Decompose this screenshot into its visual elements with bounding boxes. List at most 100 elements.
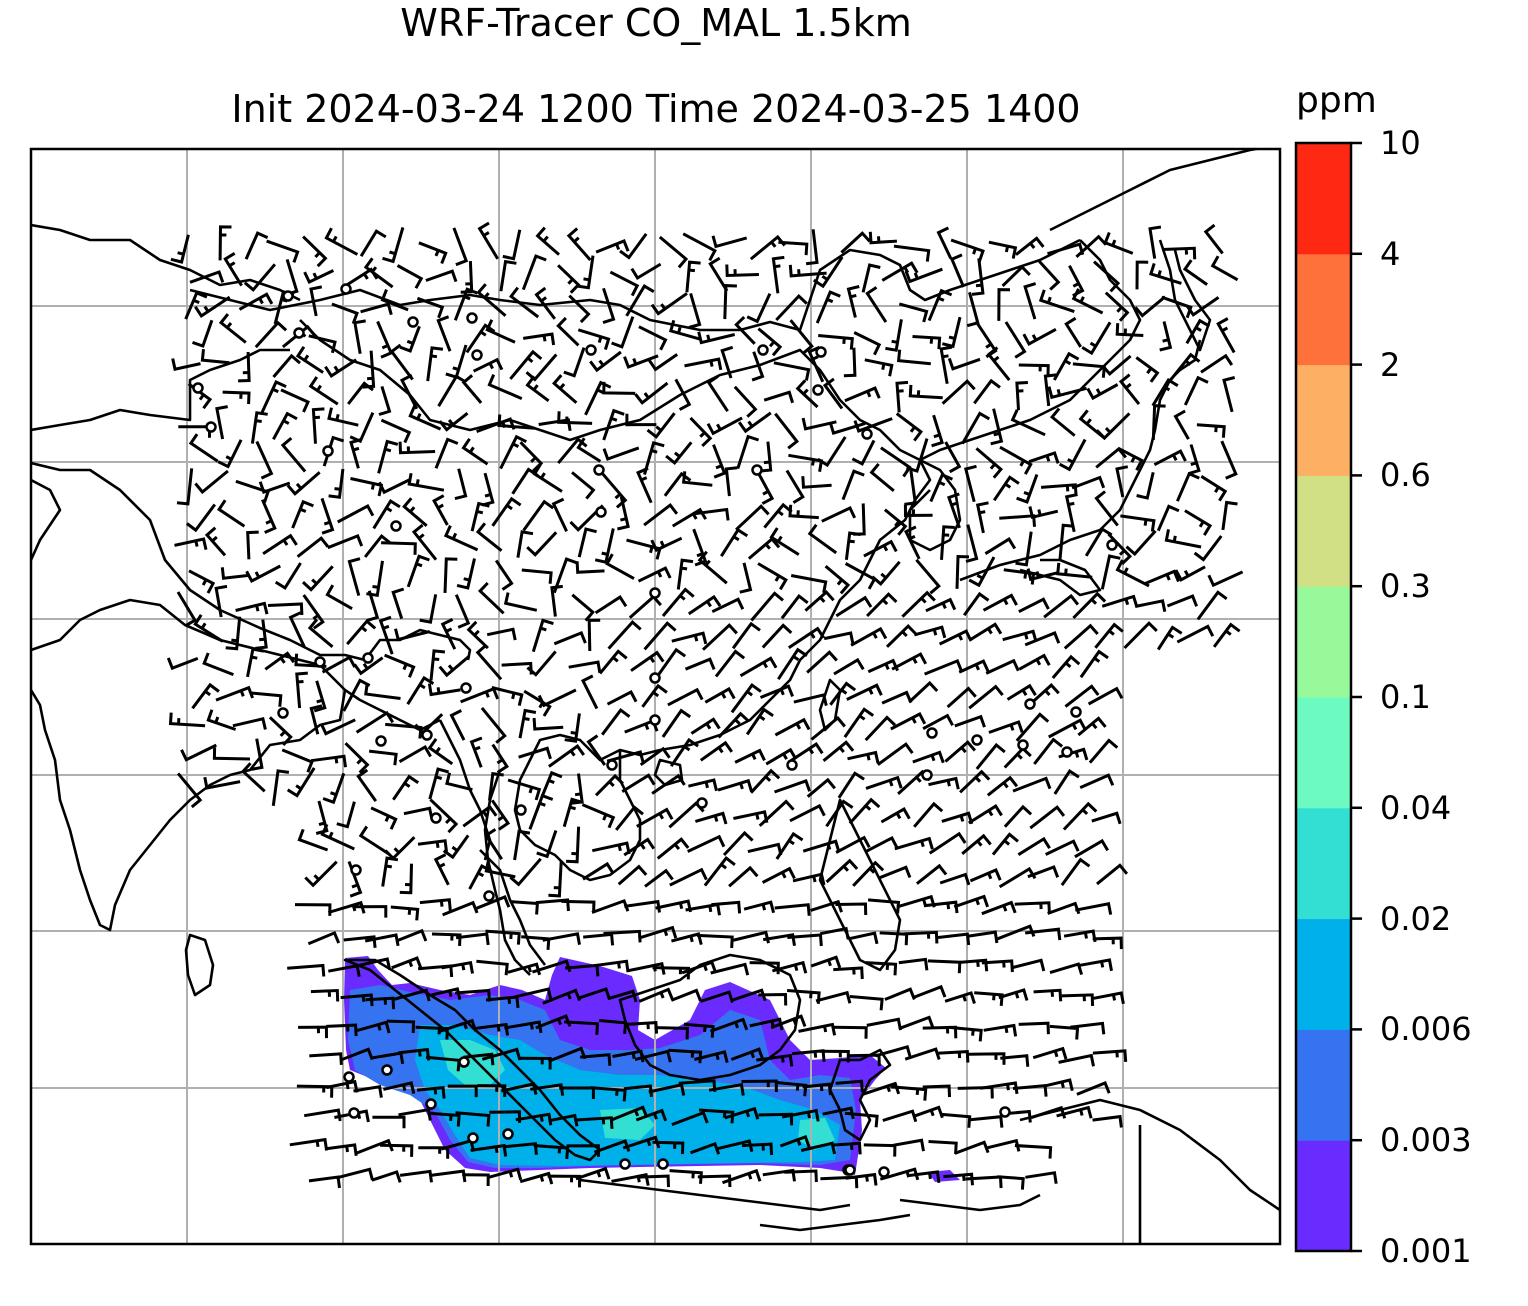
wind-barb <box>1002 629 1038 643</box>
wind-barb <box>947 357 981 371</box>
wind-barb <box>966 291 980 328</box>
wind-barb <box>1074 838 1109 859</box>
wind-barb <box>625 284 655 317</box>
wind-barb <box>605 553 635 580</box>
calm-wind-circle <box>1070 706 1082 718</box>
wind-barb <box>669 867 708 887</box>
wind-barb <box>261 499 277 534</box>
wind-barb <box>1075 902 1113 915</box>
calm-wind-circle <box>619 1158 631 1170</box>
wind-barb <box>674 378 692 411</box>
wind-barb <box>583 932 615 946</box>
wind-barb <box>685 260 701 293</box>
wind-barb <box>307 930 341 946</box>
wind-barb <box>1148 225 1162 259</box>
wind-barb <box>697 331 736 345</box>
wind-barb <box>654 1026 689 1040</box>
wind-barb <box>461 437 489 466</box>
wind-barb <box>864 715 897 742</box>
wind-barb <box>484 828 503 861</box>
wind-barb <box>488 772 504 801</box>
wind-barb <box>852 860 885 887</box>
wind-barb <box>358 825 390 855</box>
wind-barb <box>503 1142 538 1155</box>
calm-wind-circle <box>926 727 938 739</box>
wind-barb <box>454 594 471 629</box>
map-title-line1: WRF-Tracer CO_MAL 1.5km <box>400 1 912 45</box>
wind-barb <box>1062 801 1098 831</box>
wind-barb <box>1220 440 1238 480</box>
wind-barb <box>915 863 948 885</box>
wind-barb <box>1015 236 1045 256</box>
wind-barb <box>881 690 913 705</box>
wind-barb <box>925 597 957 613</box>
wind-barb <box>1003 746 1032 769</box>
wind-barb <box>862 1081 901 1096</box>
wind-barb <box>1134 599 1167 612</box>
coastline-timor <box>759 1213 911 1232</box>
wind-barb <box>804 589 835 612</box>
wind-barb <box>223 252 243 287</box>
wind-barb <box>690 717 721 735</box>
colorbar-tick-label: 0.3 <box>1380 567 1431 606</box>
wind-barb <box>844 1111 879 1128</box>
wind-barb <box>568 294 591 324</box>
wind-barb <box>398 1107 432 1121</box>
wind-barb <box>303 269 335 285</box>
wind-barb <box>1169 352 1201 382</box>
wind-barb <box>1176 471 1200 502</box>
wind-barb <box>968 1052 1006 1065</box>
wind-barb <box>724 466 738 497</box>
wind-barb <box>968 684 1004 710</box>
wind-barb <box>863 1143 897 1157</box>
wind-barb <box>1024 631 1061 647</box>
wind-barb <box>720 527 749 558</box>
wind-barb <box>915 558 941 595</box>
coastline-arabian <box>31 478 62 561</box>
wind-barb <box>204 526 227 557</box>
wind-barb <box>1086 383 1119 401</box>
wind-barb <box>810 955 842 969</box>
wind-barb <box>429 798 459 834</box>
wind-barb <box>843 707 875 738</box>
wind-barb <box>757 327 783 357</box>
calm-wind-circle <box>467 1132 479 1144</box>
wind-barb <box>461 374 483 404</box>
calm-wind-circle <box>421 729 433 741</box>
wind-barb <box>823 631 855 645</box>
wind-barb <box>378 615 394 655</box>
wind-barb <box>469 736 483 768</box>
wind-barb <box>362 350 376 389</box>
wind-barb <box>481 1047 522 1061</box>
wind-barb <box>898 957 929 971</box>
coastline-lesser-sunda <box>899 1193 1041 1212</box>
wind-barb <box>170 234 190 264</box>
wind-barb <box>470 501 490 532</box>
wind-barb <box>772 960 808 974</box>
wind-barb <box>487 374 523 400</box>
calm-wind-circle <box>861 428 873 440</box>
calm-wind-circle <box>1106 539 1118 551</box>
wind-barb <box>975 742 1006 770</box>
coastline-india <box>31 598 347 932</box>
wind-barb <box>494 559 514 591</box>
wind-barb <box>343 935 377 948</box>
wind-barb <box>466 620 489 650</box>
wind-barb <box>1025 1171 1058 1184</box>
wind-barb <box>787 626 825 649</box>
wind-barb <box>846 683 883 701</box>
colorbar-segment <box>1296 697 1351 809</box>
wind-barb <box>758 992 788 1006</box>
wind-barb <box>929 472 953 503</box>
wind-barb <box>1018 597 1050 614</box>
wind-barb <box>703 855 736 887</box>
wind-barb <box>490 799 511 831</box>
calm-wind-circle <box>606 759 618 771</box>
wind-barb <box>563 347 586 378</box>
wind-barb <box>246 647 264 678</box>
wind-barb <box>346 619 377 646</box>
wind-barb <box>320 823 355 851</box>
wind-barb <box>564 713 581 743</box>
wind-barb <box>307 618 334 648</box>
wind-barb <box>912 750 945 764</box>
